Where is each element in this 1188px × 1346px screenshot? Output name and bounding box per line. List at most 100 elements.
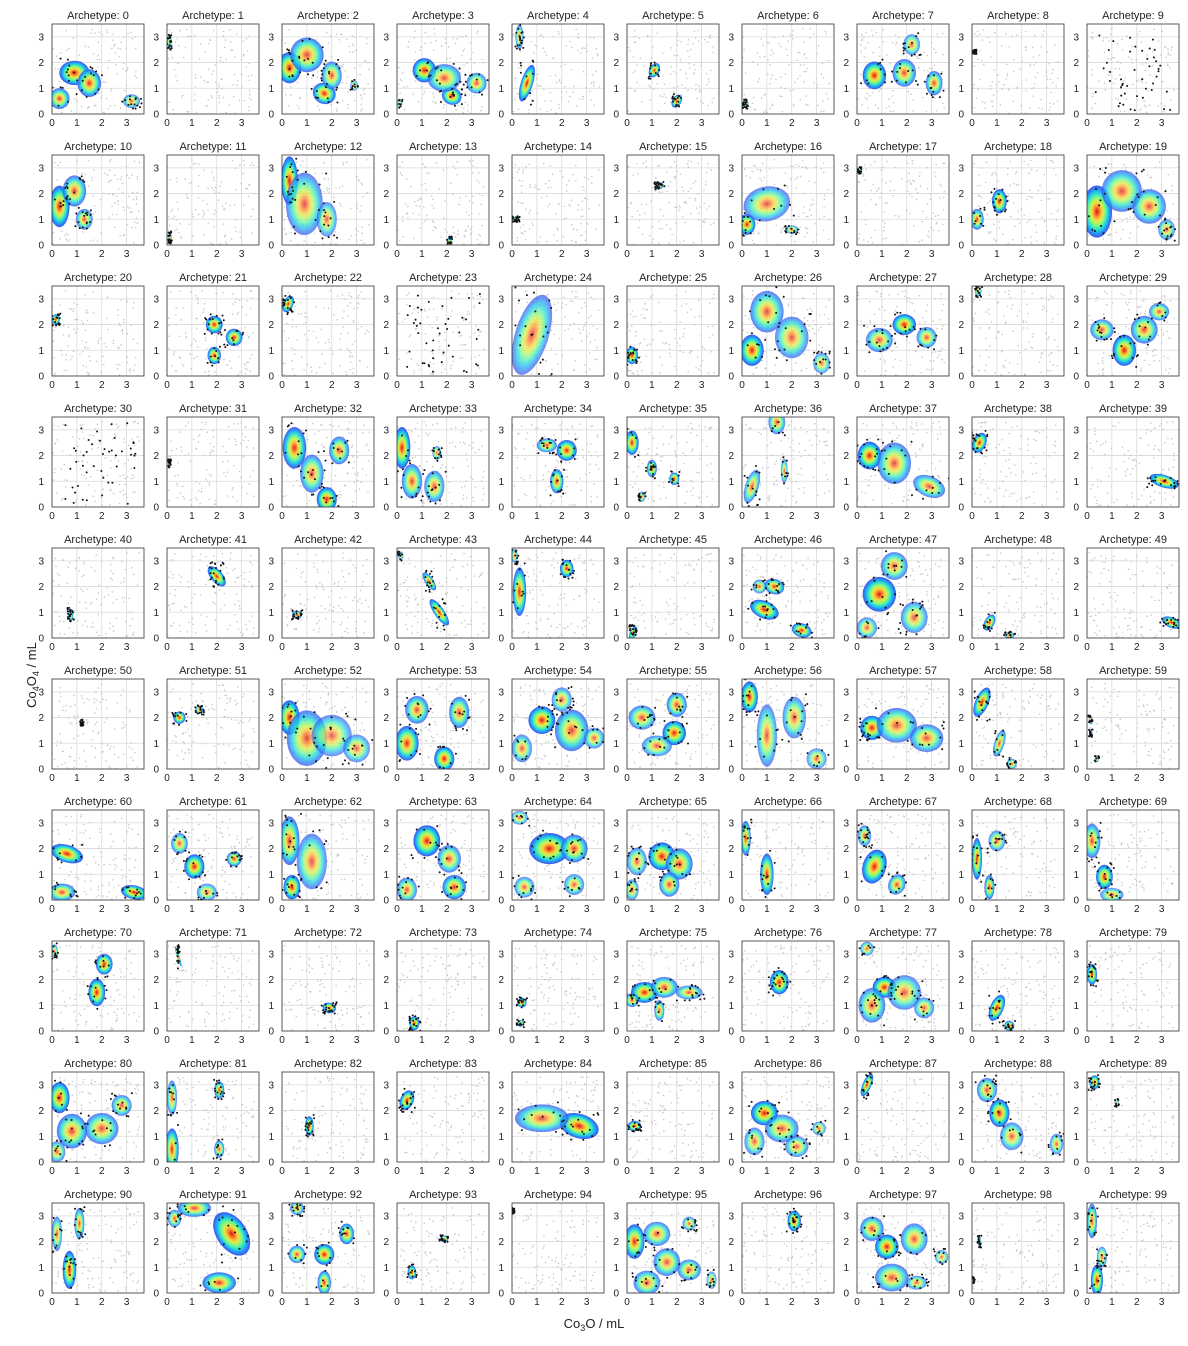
foreground-point (899, 67, 902, 70)
background-point (589, 368, 591, 371)
x-tick-label: 2 (214, 249, 220, 260)
background-point (649, 99, 651, 101)
background-point (973, 162, 975, 165)
foreground-point (863, 324, 866, 327)
background-point (675, 222, 677, 225)
background-point (880, 293, 882, 295)
foreground-point (289, 309, 292, 312)
background-point (823, 198, 826, 201)
background-point (1150, 187, 1153, 190)
background-point (1024, 30, 1027, 33)
foreground-point (513, 218, 516, 221)
background-point (59, 304, 62, 307)
foreground-point (76, 79, 79, 82)
foreground-point (780, 204, 783, 207)
foreground-point (1133, 342, 1136, 345)
foreground-point (904, 42, 907, 45)
background-point (806, 168, 808, 170)
foreground-point (993, 209, 996, 212)
background-point (1041, 34, 1044, 36)
background-point (878, 46, 881, 49)
foreground-point (894, 342, 897, 345)
background-point (355, 228, 357, 231)
foreground-point (673, 98, 676, 101)
background-point (223, 235, 226, 238)
background-point (763, 94, 766, 97)
background-point (688, 62, 690, 65)
background-point (365, 60, 367, 63)
background-point (349, 301, 352, 304)
background-point (98, 31, 101, 33)
density-blob (892, 314, 916, 335)
background-point (119, 234, 122, 237)
background-point (61, 450, 64, 453)
foreground-point (454, 83, 457, 86)
background-point (188, 35, 191, 38)
background-point (180, 446, 182, 449)
foreground-point (458, 331, 461, 334)
background-point (357, 179, 360, 182)
background-point (240, 476, 242, 479)
panel-frame (281, 23, 375, 115)
foreground-point (74, 225, 77, 228)
background-point (1052, 68, 1054, 71)
background-point (407, 46, 409, 48)
background-point (87, 372, 90, 375)
background-point (213, 179, 215, 181)
background-point (522, 169, 525, 171)
background-point (554, 213, 557, 215)
background-point (791, 369, 793, 372)
background-point (669, 166, 672, 168)
gridlines (281, 286, 374, 377)
y-tick-label: 0 (728, 372, 734, 383)
background-point (82, 231, 84, 233)
x-tick-label: 0 (739, 380, 745, 391)
background-point (765, 109, 767, 112)
background-point (224, 241, 227, 243)
background-point (802, 297, 805, 300)
foreground-point (883, 73, 886, 76)
background-point (285, 232, 288, 235)
background-point (362, 242, 365, 244)
background-point (639, 57, 642, 60)
background-point (178, 290, 181, 293)
background-point (476, 238, 479, 241)
background-point (790, 208, 793, 211)
background-point (1011, 238, 1014, 241)
background-point (249, 164, 252, 166)
background-point (76, 318, 79, 321)
foreground-point (940, 72, 943, 75)
background-point (67, 326, 70, 328)
gridlines (396, 155, 489, 246)
background-point (583, 302, 586, 304)
background-point (1129, 292, 1132, 295)
background-point (405, 303, 408, 306)
background-point (826, 188, 829, 191)
background-point (1148, 104, 1151, 107)
background-point (1030, 159, 1032, 162)
background-point (86, 319, 89, 322)
background-point (786, 54, 789, 57)
background-point (224, 39, 227, 41)
x-tick-label: 3 (699, 380, 705, 391)
background-point (932, 229, 935, 232)
background-point (482, 186, 485, 188)
background-point (1016, 363, 1019, 366)
background-point (575, 179, 577, 182)
foreground-point (286, 313, 289, 316)
background-point (634, 41, 637, 43)
x-tick-label: 2 (99, 249, 105, 260)
background-point (745, 175, 747, 177)
background-point (1143, 100, 1146, 102)
background-point (194, 162, 197, 165)
background-point (1034, 76, 1037, 79)
foreground-point (325, 82, 328, 85)
plot-area (167, 289, 254, 376)
background-point (863, 370, 866, 373)
background-point (1028, 172, 1030, 175)
y-tick-label: 2 (728, 320, 734, 331)
background-point (252, 208, 254, 211)
background-point (910, 183, 913, 186)
